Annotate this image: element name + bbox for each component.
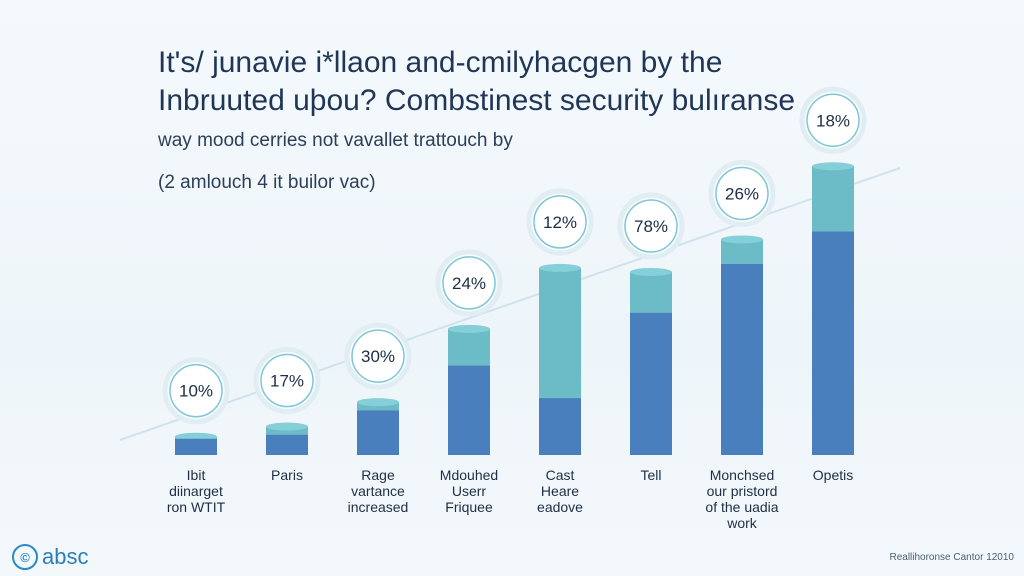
bar-segment-light [812,166,854,232]
data-label: 30% [361,347,395,366]
bar-segment-dark [175,438,217,455]
label-bubble [442,256,496,310]
title-line-1: It's/ junavie i*llaon and-cmilyhacgen by… [158,46,723,79]
category-label: Monchsed our pristord of the uadia work [705,467,779,531]
data-label: 24% [452,274,486,293]
bar-cap [266,422,308,431]
footer-credit: Reallihoronse Cantor 12010 [889,552,1014,563]
category-label: Mdouhed Userr Friquee [439,467,499,515]
trend-line [119,167,901,441]
data-label: 18% [816,111,850,130]
chart-subtitle: way mood cerries not vavallet trattouch … [158,130,513,151]
bar-cap [175,432,217,441]
label-bubble [260,353,314,408]
category-label: Cast Heare eadove [537,467,583,515]
label-bubble [806,93,860,148]
bar-segment-light [721,239,763,264]
brand-logo: © absc [12,544,88,570]
label-bubble [169,363,223,418]
bar-cap [357,398,399,407]
bar-segment-light [539,267,581,399]
bar-cap [448,324,490,333]
bar-segment-light [630,272,672,313]
data-label: 10% [179,382,213,401]
bar-cap [539,263,581,272]
data-label: 12% [543,213,577,232]
bar-segment-dark [357,410,399,455]
category-label: Tell [640,467,662,483]
category-label: Opetis [812,467,854,483]
logo-text: absc [42,544,89,569]
chart-title: It's/ junavie i*llaon and-cmilyhacgen by… [158,44,938,120]
label-bubble [533,195,587,249]
bar-segment-dark [448,365,490,455]
category-label: Ibit diinarget ron WTIT [166,467,226,515]
title-line-2: Inbruuted uþou? Combstinest security bul… [158,84,796,117]
bar-segment-dark [630,312,672,455]
data-label: 78% [634,217,668,236]
chart-subnote: (2 amlouch 4 it builor vac) [158,172,376,193]
bar-segment-light [266,426,308,435]
bar-segment-light [448,328,490,366]
bar-cap [812,162,854,171]
bar-segment-dark [266,434,308,455]
bar-segment-dark [812,231,854,455]
bar-segment-dark [721,263,763,455]
data-label: 17% [270,372,304,391]
bar-segment-light [357,402,399,411]
bar-cap [630,268,672,276]
bar-segment-dark [539,398,581,455]
label-bubble [624,199,678,253]
label-bubble [715,166,769,221]
logo-icon: © [12,544,38,570]
category-label: Paris [271,467,303,483]
data-label: 26% [725,184,759,203]
bar-cap [721,235,763,244]
label-bubble [351,329,405,383]
category-label: Rage vartance increased [347,467,409,515]
